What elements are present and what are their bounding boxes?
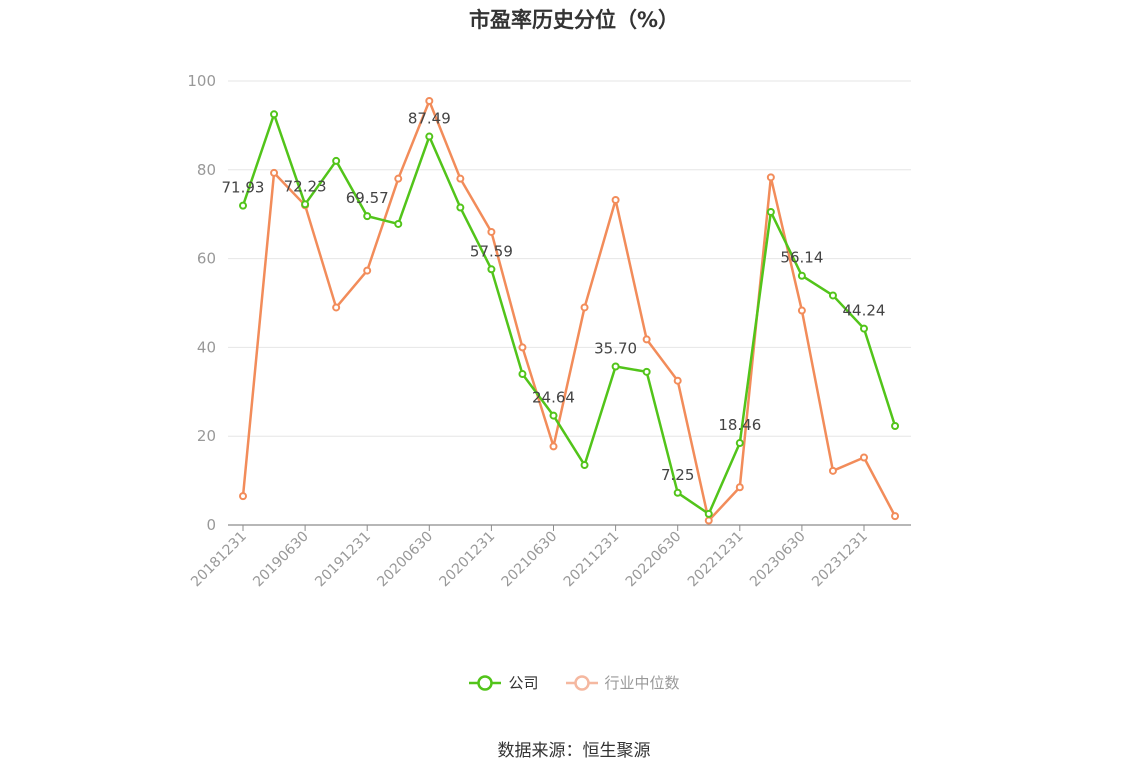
series-point-1 [518,343,527,352]
legend-label: 公司 [508,674,539,692]
series-point-0 [394,219,403,228]
series-point-0 [518,370,527,379]
y-axis: 0 20 40 60 80 100 [187,72,216,534]
series-point-0 [363,212,372,221]
series-point-0 [735,439,744,448]
series-point-1 [642,335,651,344]
series-point-1 [394,174,403,183]
series-point-1 [239,492,247,501]
series-point-0 [797,271,806,280]
x-tick-label: 20210630 [499,529,561,591]
data-label: 71.93 [222,179,265,197]
x-tick-label: 20181231 [188,529,250,591]
legend-circle [477,674,494,691]
data-label: 18.46 [718,416,761,434]
series-point-1 [735,483,744,492]
series-point-0 [642,367,651,376]
x-tick-label: 20191231 [312,529,374,591]
series-point-1 [549,442,558,451]
data-source-note: 数据来源：恒生聚源 [497,741,651,761]
y-tick-label: 80 [197,161,216,179]
legend-marker-icon [469,674,502,691]
data-label: 24.64 [532,389,575,407]
series-point-0 [239,201,247,210]
x-tick-label: 20220630 [623,529,685,591]
legend-item[interactable]: 行业中位数 [565,672,680,693]
series-point-1 [797,306,806,315]
series-layer [239,96,900,525]
series-line-1 [241,99,897,522]
series-line-0 [241,113,897,516]
series-point-1 [611,195,620,204]
series-point-1 [704,516,713,525]
x-tick-label: 20190630 [250,529,312,591]
series-point-0 [549,411,558,420]
x-tick-label: 20231231 [809,529,871,591]
x-tick-label: 20230630 [747,529,809,591]
series-point-1 [363,266,372,275]
data-label: 35.70 [594,339,637,357]
series-point-0 [456,203,465,212]
legend-item[interactable]: 公司 [468,672,539,693]
legend: 公司 行业中位数 [0,672,1148,693]
series-point-0 [891,421,900,430]
series-point-1 [270,168,279,177]
series-point-1 [891,512,900,521]
data-labels: 71.93 72.23 69.57 87.49 57.59 24.64 35.70 7.25 1… [222,110,886,484]
x-tick-label: 20221231 [685,529,747,591]
chart-title: 市盈率历史分位（%） [468,8,680,32]
series-point-1 [828,466,837,475]
series-point-0 [704,509,713,518]
data-label: 7.25 [661,466,694,484]
series-point-0 [580,461,589,470]
series-point-0 [270,110,279,119]
x-axis: 20181231 20190630 20191231 20200630 20201231… [188,524,911,591]
series-point-0 [673,488,682,497]
series-point-0 [301,200,310,209]
series-point-1 [580,303,589,312]
series-point-1 [860,453,868,462]
data-label: 87.49 [408,110,451,128]
series-point-0 [860,324,868,333]
y-tick-label: 100 [187,72,216,90]
data-label: 44.24 [843,302,886,320]
series-point-0 [425,132,434,141]
y-tick-label: 40 [197,338,216,356]
y-tick-label: 60 [197,250,216,268]
data-label: 72.23 [284,177,327,195]
legend-marker-icon [565,674,598,691]
series-point-1 [673,376,682,385]
data-label: 56.14 [780,249,823,267]
series-point-0 [611,362,620,371]
series-point-0 [332,156,341,165]
data-label: 57.59 [470,242,513,260]
series-point-1 [456,174,465,183]
legend-label: 行业中位数 [604,674,680,692]
series-point-0 [828,291,837,300]
y-tick-label: 20 [197,427,216,445]
x-tick-label: 20201231 [437,529,499,591]
series-point-1 [332,303,341,312]
series-point-1 [766,173,775,182]
series-point-0 [487,265,496,274]
series-point-0 [766,207,775,216]
legend-circle [573,674,590,691]
x-tick-label: 20211231 [561,529,623,591]
series-point-1 [487,227,496,236]
y-tick-label: 0 [206,516,216,534]
series-point-1 [425,96,434,105]
x-tick-label: 20200630 [374,529,436,591]
data-label: 69.57 [346,189,389,207]
